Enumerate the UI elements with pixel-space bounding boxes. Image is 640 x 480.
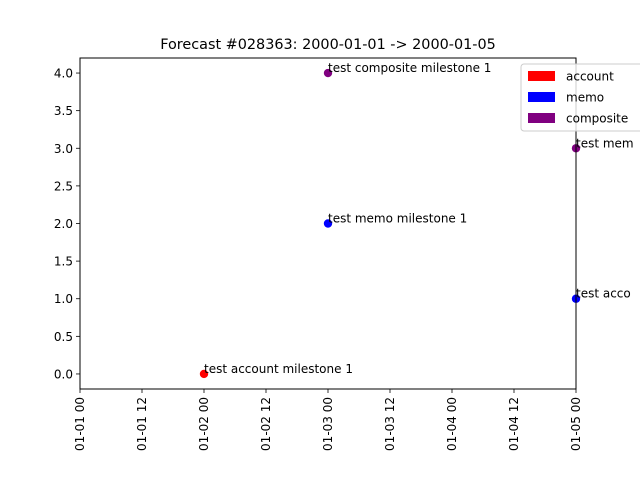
y-tick-label: 1.5 <box>54 255 73 269</box>
x-tick-label: 01-03 12 <box>383 397 397 451</box>
point-label: test acco <box>576 287 631 301</box>
data-point <box>323 68 333 78</box>
data-points: test account milestone 1 test memo milest… <box>199 61 634 379</box>
x-tick-label: 01-03 00 <box>321 397 335 451</box>
legend-swatch <box>528 92 555 102</box>
y-tick-label: 3.0 <box>54 142 73 156</box>
x-tick-label: 01-05 00 <box>569 397 583 451</box>
y-tick-label: 0.5 <box>54 330 73 344</box>
x-tick-label: 01-01 00 <box>73 397 87 451</box>
legend: account memo composite <box>520 63 640 132</box>
x-tick-label: 01-01 12 <box>135 397 149 451</box>
x-tick-label: 01-04 12 <box>507 397 521 451</box>
y-tick-label: 2.0 <box>54 217 73 231</box>
y-tick-label: 3.5 <box>54 104 73 118</box>
legend-label: composite <box>566 112 628 126</box>
plot-frame <box>79 57 577 390</box>
point-label: test composite milestone 1 <box>328 61 491 75</box>
point-label: test account milestone 1 <box>204 362 353 376</box>
legend-label: account <box>566 70 614 84</box>
y-tick-label: 0.0 <box>54 367 73 381</box>
legend-swatch <box>528 71 555 81</box>
data-point <box>199 369 209 379</box>
point-label: test mem <box>576 136 634 150</box>
x-tick-label: 01-02 00 <box>197 397 211 451</box>
chart-title: Forecast #028363: 2000-01-01 -> 2000-01-… <box>160 37 496 53</box>
data-point <box>323 219 333 228</box>
legend-swatch <box>528 113 555 123</box>
y-tick-label: 2.5 <box>54 179 73 193</box>
y-tick-label: 1.0 <box>54 292 73 306</box>
y-tick-label: 4.0 <box>54 67 73 81</box>
x-tick-label: 01-02 12 <box>259 397 273 451</box>
axis-ticks: 01-01 00 01-01 12 01-02 00 01-02 12 01-03 00… <box>54 67 583 451</box>
legend-label: memo <box>566 91 604 105</box>
point-label: test memo milestone 1 <box>328 212 467 226</box>
x-tick-label: 01-04 00 <box>445 397 459 451</box>
